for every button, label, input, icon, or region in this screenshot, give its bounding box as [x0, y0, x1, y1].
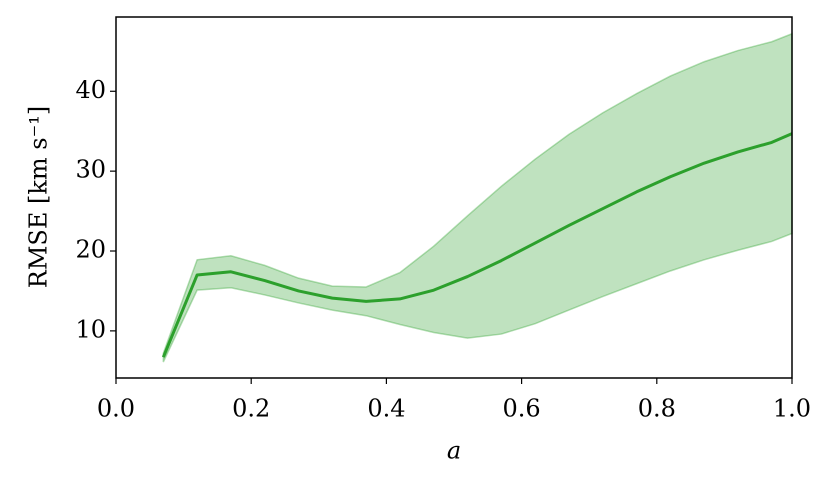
y-tick-label: 20 [75, 236, 106, 264]
y-axis-label: RMSE [km s⁻¹] [25, 106, 53, 289]
plot-frame [115, 16, 793, 379]
x-tick-label: 0.4 [367, 395, 405, 423]
x-tick-label: 0.8 [638, 395, 676, 423]
confidence-band [162, 32, 793, 363]
x-tick-label: 0.0 [97, 395, 135, 423]
x-tick-label: 0.2 [232, 395, 270, 423]
line [161, 132, 793, 358]
y-tick-label: 30 [75, 156, 106, 184]
x-axis-label: a [447, 437, 461, 465]
x-tick-label: 1.0 [773, 395, 811, 423]
y-tick-label: 40 [75, 76, 106, 104]
x-tick-label: 0.6 [503, 395, 541, 423]
y-tick-label: 10 [75, 315, 106, 343]
